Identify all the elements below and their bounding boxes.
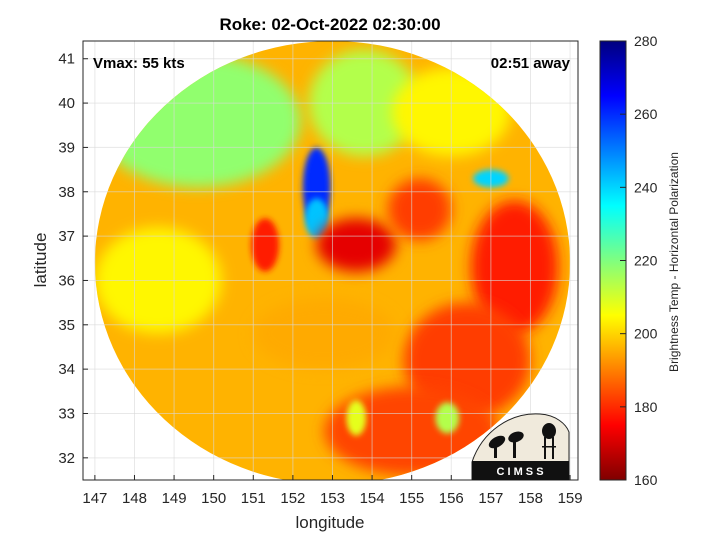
x-ticks: 147 148 149 150 151 152 153 154 155 156 157 158 159 (82, 475, 583, 507)
brightness-feature (251, 218, 280, 272)
brightness-feature (253, 298, 396, 370)
colorbar-tick-label: 240 (634, 179, 658, 195)
x-tick-label: 148 (122, 490, 147, 507)
y-tick-label: 37 (58, 228, 75, 245)
time-away-annotation: 02:51 away (491, 55, 571, 72)
y-tick-label: 34 (58, 361, 75, 378)
brightness-feature (304, 198, 329, 239)
x-tick-label: 147 (82, 490, 107, 507)
x-axis-label: longitude (295, 513, 364, 532)
colorbar-tick-label: 180 (634, 399, 658, 415)
satellite-dish-icon (488, 431, 524, 458)
colorbar-tick-label: 260 (634, 106, 658, 122)
x-tick-label: 159 (558, 490, 583, 507)
colorbar-ticks: 160 180 200 220 240 260 280 (620, 33, 658, 488)
y-tick-label: 33 (58, 405, 75, 422)
x-tick-label: 153 (320, 490, 345, 507)
brightness-feature (471, 200, 559, 334)
x-tick-label: 156 (439, 490, 464, 507)
y-tick-label: 39 (58, 139, 75, 156)
x-tick-label: 157 (478, 490, 503, 507)
colorbar-label: Brightness Temp - Horizontal Polarizatio… (667, 152, 681, 372)
grid-lines (83, 41, 578, 480)
y-tick-label: 40 (58, 95, 75, 112)
x-tick-label: 151 (241, 490, 266, 507)
x-tick-label: 150 (201, 490, 226, 507)
logo-band (472, 461, 569, 480)
vmax-annotation: Vmax: 55 kts (93, 55, 185, 72)
cimss-logo: C I M S S (471, 413, 570, 481)
y-tick-label: 35 (58, 317, 75, 334)
y-ticks: 32 33 34 35 36 37 38 39 40 41 (58, 51, 88, 467)
y-tick-label: 38 (58, 184, 75, 201)
colorbar-tick-label: 220 (634, 253, 658, 269)
colorbar-tick-label: 160 (634, 472, 658, 488)
y-tick-label: 36 (58, 272, 75, 289)
colorbar-tick-label: 280 (634, 33, 658, 49)
logo-text: C I M S S (496, 466, 543, 478)
x-tick-label: 149 (162, 490, 187, 507)
colorbar-tick-label: 200 (634, 326, 658, 342)
x-tick-label: 158 (518, 490, 543, 507)
brightness-feature (346, 400, 367, 436)
x-tick-label: 152 (280, 490, 305, 507)
brightness-feature (435, 402, 460, 434)
water-tower-icon (542, 423, 556, 459)
y-axis-label: latitude (31, 233, 50, 288)
chart-title: Roke: 02-Oct-2022 02:30:00 (219, 15, 440, 34)
x-tick-label: 155 (399, 490, 424, 507)
brightness-feature (316, 218, 396, 272)
y-tick-label: 32 (58, 450, 75, 467)
x-tick-label: 154 (360, 490, 385, 507)
brightness-feature (387, 178, 452, 241)
plot-frame (82, 40, 579, 481)
y-tick-label: 41 (58, 51, 75, 68)
